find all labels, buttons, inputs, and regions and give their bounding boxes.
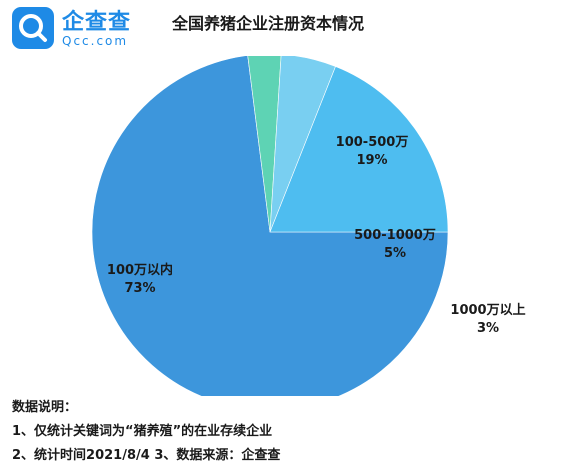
pie-slice-4	[269, 66, 449, 233]
notes-line-2: 2、统计时间2021/8/4 3、数据来源：企查查	[12, 448, 281, 463]
chart-title: 全国养猪企业注册资本情况	[172, 14, 365, 33]
slice-label-4: 100-500万	[336, 135, 409, 150]
pie-slice-1	[91, 56, 449, 396]
slice-label-3: 500-1000万	[354, 228, 436, 243]
slice-percent-1: 73%	[124, 281, 155, 296]
slice-percent-3: 5%	[384, 246, 406, 261]
qcc-logo-icon	[12, 7, 54, 49]
header: 企查查 Qcc.com 全国养猪企业注册资本情况	[0, 0, 580, 56]
slice-percent-2: 3%	[477, 321, 499, 336]
logo-name-en: Qcc.com	[62, 34, 129, 48]
notes-line-1: 1、仅统计关键词为“猪养殖”的在业存续企业	[12, 424, 273, 439]
slice-percent-4: 19%	[356, 153, 387, 168]
logo-name-cn: 企查查	[62, 10, 132, 35]
notes-heading: 数据说明：	[12, 400, 78, 415]
pie-chart: 100万以内 73% 1000万以上 3% 500-1000万 5% 100-500万 19%	[91, 56, 526, 396]
slice-label-1: 100万以内	[107, 262, 173, 278]
slice-label-2: 1000万以上	[450, 303, 525, 318]
notes: 数据说明： 1、仅统计关键词为“猪养殖”的在业存续企业 2、统计时间2021/8…	[12, 396, 572, 468]
